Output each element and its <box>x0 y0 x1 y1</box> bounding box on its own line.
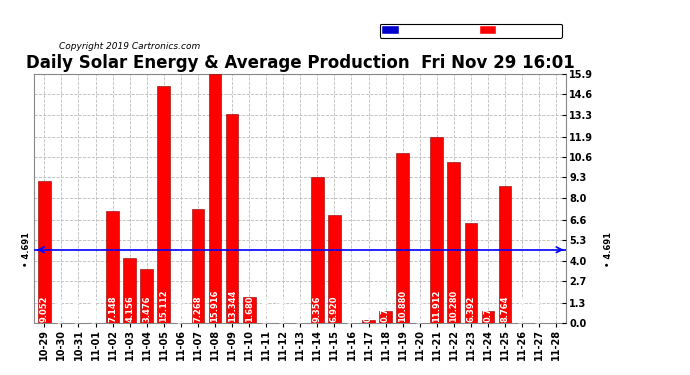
Text: 4.156: 4.156 <box>125 296 134 322</box>
Bar <box>226 114 239 323</box>
Text: 0.000: 0.000 <box>177 297 186 323</box>
Text: 6.392: 6.392 <box>466 296 475 322</box>
Text: 10.280: 10.280 <box>449 290 458 322</box>
Text: 0.000: 0.000 <box>74 297 83 323</box>
Bar <box>243 297 255 323</box>
Text: 0.044: 0.044 <box>518 297 526 323</box>
Text: 9.356: 9.356 <box>313 296 322 322</box>
Text: 0.000: 0.000 <box>535 297 544 323</box>
Text: 0.000: 0.000 <box>296 297 305 323</box>
Text: 0.760: 0.760 <box>381 296 390 322</box>
Bar <box>208 74 221 323</box>
Text: 0.792: 0.792 <box>484 296 493 322</box>
Text: 9.052: 9.052 <box>40 296 49 322</box>
Title: Daily Solar Energy & Average Production  Fri Nov 29 16:01: Daily Solar Energy & Average Production … <box>26 54 575 72</box>
Text: 0.224: 0.224 <box>364 296 373 322</box>
Text: 0.000: 0.000 <box>415 297 424 323</box>
Text: 0.000: 0.000 <box>262 297 270 323</box>
Bar <box>362 320 375 323</box>
Text: 0.000: 0.000 <box>347 297 356 323</box>
Bar <box>464 223 477 323</box>
Text: 13.344: 13.344 <box>228 290 237 322</box>
Bar <box>124 258 136 323</box>
Text: 8.764: 8.764 <box>500 296 509 322</box>
Bar <box>447 162 460 323</box>
Text: 11.912: 11.912 <box>433 290 442 322</box>
Text: • 4.691: • 4.691 <box>22 232 31 267</box>
Text: 7.268: 7.268 <box>193 296 202 322</box>
Text: Copyright 2019 Cartronics.com: Copyright 2019 Cartronics.com <box>59 42 200 51</box>
Text: 0.000: 0.000 <box>279 297 288 323</box>
Text: 0.000: 0.000 <box>91 297 100 323</box>
Bar <box>311 177 324 323</box>
Text: 1.680: 1.680 <box>244 296 254 322</box>
Bar <box>515 322 529 323</box>
Text: • 4.691: • 4.691 <box>604 232 613 267</box>
Bar <box>396 153 409 323</box>
Bar <box>499 186 511 323</box>
Bar <box>38 182 51 323</box>
Text: 3.476: 3.476 <box>142 296 151 322</box>
Text: 0.000: 0.000 <box>57 297 66 323</box>
Bar <box>482 311 494 323</box>
Text: 10.880: 10.880 <box>398 290 407 322</box>
Bar <box>106 211 119 323</box>
Text: 6.920: 6.920 <box>330 296 339 322</box>
Bar <box>328 215 341 323</box>
Bar <box>140 269 153 323</box>
Text: 7.148: 7.148 <box>108 296 117 322</box>
Text: 15.916: 15.916 <box>210 290 219 322</box>
Bar <box>431 136 443 323</box>
Legend: Average  (kWh), Daily  (kWh): Average (kWh), Daily (kWh) <box>380 24 562 38</box>
Bar <box>192 209 204 323</box>
Bar <box>380 311 392 323</box>
Bar <box>157 86 170 323</box>
Text: 15.112: 15.112 <box>159 290 168 322</box>
